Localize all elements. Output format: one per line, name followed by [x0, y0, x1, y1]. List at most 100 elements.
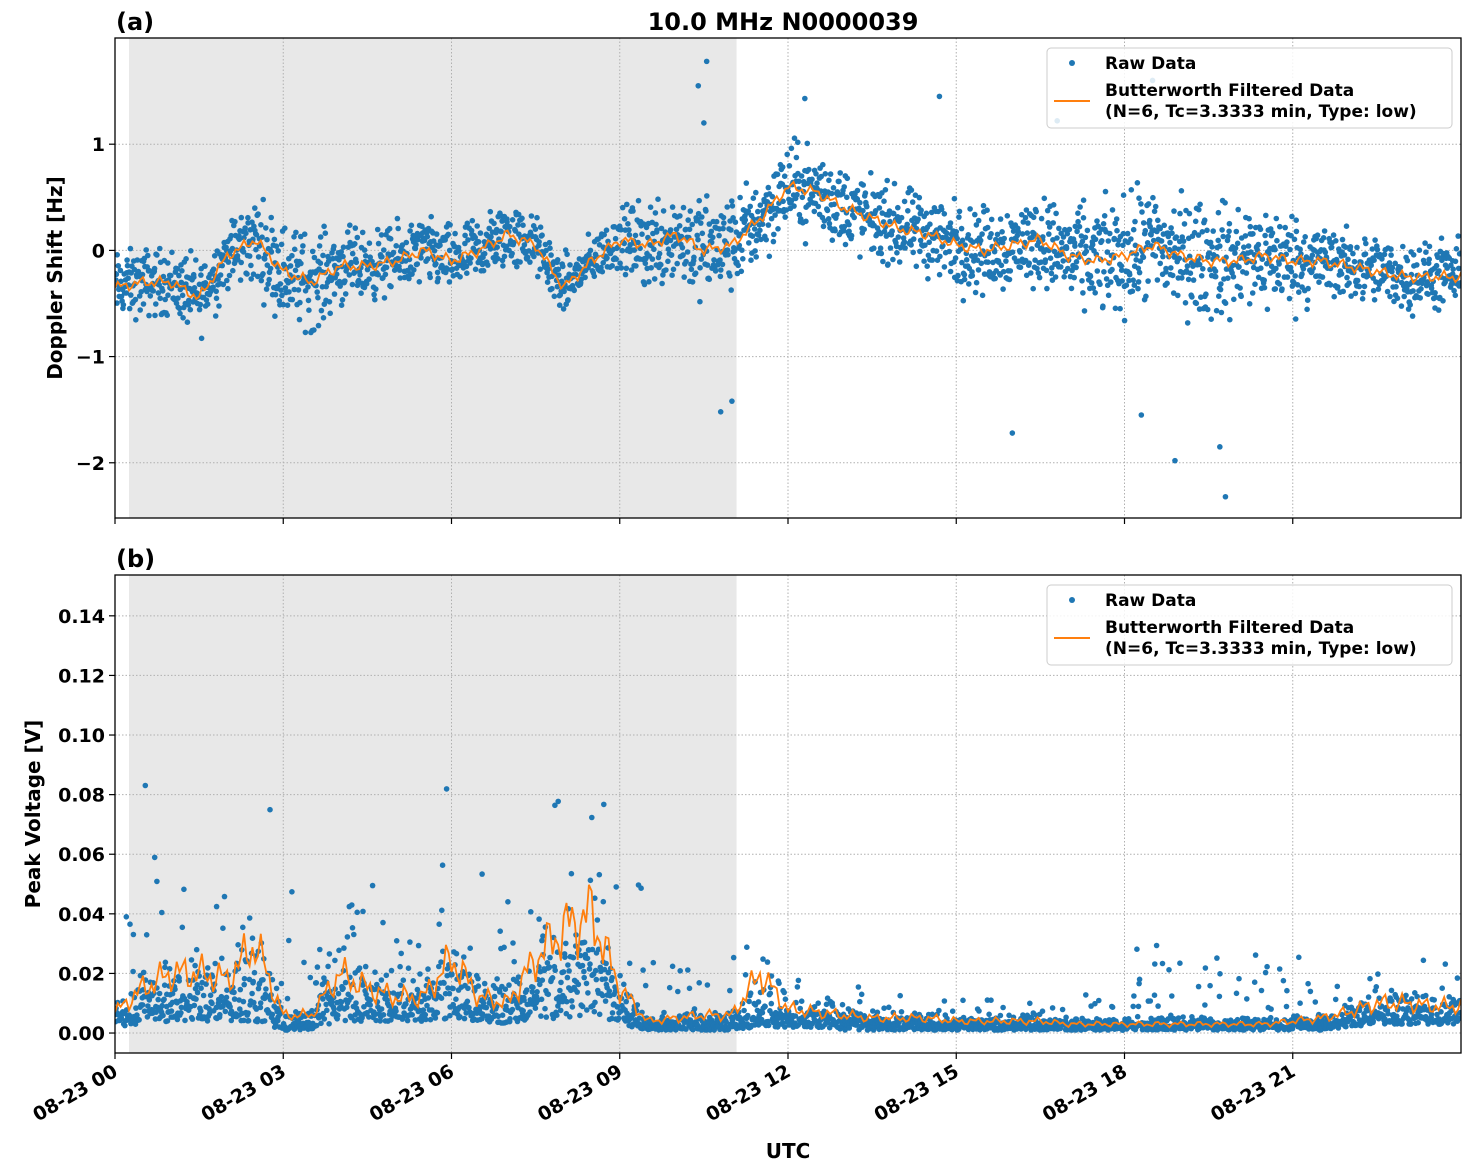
- raw-point: [871, 245, 877, 251]
- raw-point: [1056, 226, 1062, 232]
- raw-point: [1042, 196, 1048, 202]
- raw-point: [454, 951, 460, 957]
- raw-point: [405, 1018, 411, 1024]
- raw-point: [1180, 1014, 1186, 1020]
- raw-point: [275, 248, 281, 254]
- raw-point: [1436, 307, 1442, 313]
- raw-point: [653, 210, 659, 216]
- raw-point: [657, 251, 663, 257]
- raw-point: [398, 983, 404, 989]
- raw-point: [446, 232, 452, 238]
- raw-point: [320, 253, 326, 259]
- raw-point: [435, 270, 441, 276]
- raw-point: [609, 263, 615, 269]
- raw-point: [607, 988, 613, 994]
- raw-point: [256, 254, 262, 260]
- raw-point: [1160, 254, 1166, 260]
- raw-point: [944, 231, 950, 237]
- raw-point: [1258, 265, 1264, 271]
- raw-point: [1001, 236, 1007, 242]
- raw-point: [220, 925, 226, 931]
- raw-point: [555, 257, 561, 263]
- raw-point: [410, 978, 416, 984]
- raw-point: [760, 221, 766, 227]
- raw-point: [863, 190, 869, 196]
- raw-point: [279, 981, 285, 987]
- raw-point: [1083, 992, 1089, 998]
- raw-point: [155, 997, 161, 1003]
- raw-point: [180, 315, 186, 321]
- raw-point: [1154, 943, 1160, 949]
- raw-point: [1122, 318, 1128, 324]
- raw-point: [855, 188, 861, 194]
- raw-point: [1210, 228, 1216, 234]
- raw-point: [766, 1023, 772, 1029]
- raw-point: [474, 223, 480, 229]
- raw-point: [552, 294, 558, 300]
- raw-point: [720, 262, 726, 268]
- raw-point: [321, 224, 327, 230]
- raw-point: [1044, 268, 1050, 274]
- raw-point: [689, 267, 695, 273]
- raw-point: [350, 282, 356, 288]
- raw-point: [831, 185, 837, 191]
- raw-point: [1044, 286, 1050, 292]
- raw-point: [962, 272, 968, 278]
- raw-point: [1209, 244, 1215, 250]
- raw-point: [327, 951, 333, 957]
- raw-point: [716, 233, 722, 239]
- raw-point: [305, 284, 311, 290]
- raw-point: [1125, 231, 1131, 237]
- raw-point: [176, 978, 182, 984]
- raw-point: [1119, 278, 1125, 284]
- raw-point: [1010, 249, 1016, 255]
- raw-point: [698, 220, 704, 226]
- raw-point: [533, 1005, 539, 1011]
- raw-point: [1407, 302, 1413, 308]
- raw-point: [141, 970, 147, 976]
- raw-point: [247, 253, 253, 259]
- raw-point: [937, 272, 943, 278]
- raw-point: [426, 995, 432, 1001]
- raw-point: [214, 296, 220, 302]
- raw-point: [528, 909, 534, 915]
- raw-point: [465, 221, 471, 227]
- raw-point: [153, 301, 159, 307]
- raw-point: [1414, 262, 1420, 268]
- raw-point: [721, 220, 727, 226]
- raw-point: [358, 290, 364, 296]
- raw-point: [342, 278, 348, 284]
- raw-point: [915, 216, 921, 222]
- raw-point: [185, 319, 191, 325]
- raw-point: [1037, 275, 1043, 281]
- raw-point: [345, 934, 351, 940]
- raw-point: [978, 238, 984, 244]
- raw-point: [1234, 991, 1240, 997]
- raw-point: [1293, 316, 1299, 322]
- raw-point: [1236, 264, 1242, 270]
- raw-point: [1152, 961, 1158, 967]
- raw-point: [444, 786, 450, 792]
- raw-point: [192, 963, 198, 969]
- raw-point: [1305, 297, 1311, 303]
- raw-point: [1274, 216, 1280, 222]
- raw-point: [1264, 964, 1270, 970]
- raw-point: [1371, 257, 1377, 263]
- raw-point: [577, 1013, 583, 1019]
- raw-point: [1161, 223, 1167, 229]
- raw-point: [877, 205, 883, 211]
- raw-point: [571, 288, 577, 294]
- raw-point: [897, 993, 903, 999]
- raw-point: [713, 268, 719, 274]
- raw-point: [250, 935, 256, 941]
- raw-point: [372, 297, 378, 303]
- raw-point: [394, 938, 400, 944]
- raw-point: [593, 968, 599, 974]
- raw-point: [1323, 250, 1329, 256]
- raw-point: [709, 229, 715, 235]
- raw-point: [651, 247, 657, 253]
- raw-point: [311, 327, 317, 333]
- raw-point: [211, 266, 217, 272]
- legend-entry: Raw Data: [1105, 54, 1196, 74]
- raw-point: [250, 979, 256, 985]
